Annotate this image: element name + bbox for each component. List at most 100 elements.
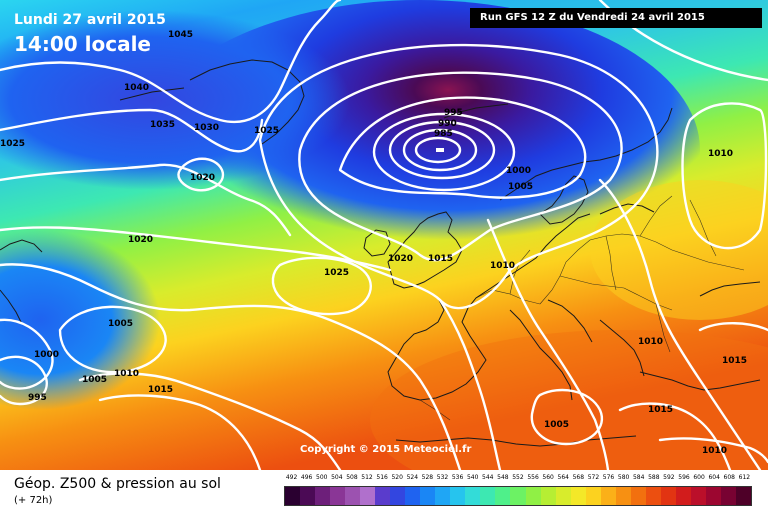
color-scale-swatch [690, 487, 706, 505]
color-scale-label: 560 [542, 474, 554, 481]
isobar-label: 990 [438, 119, 457, 129]
isobar-label: 1020 [190, 173, 215, 183]
isobar-label: 1010 [114, 369, 139, 379]
color-scale-label: 516 [376, 474, 388, 481]
color-scale-swatch [585, 487, 601, 505]
color-scale-label: 536 [451, 474, 464, 481]
atlantic-low-shading [0, 230, 160, 410]
map-caption: Géop. Z500 & pression au sol [14, 476, 221, 492]
color-scale-swatch [600, 487, 616, 505]
isobar-label: 1025 [324, 268, 349, 278]
color-scale-swatch [450, 487, 466, 505]
isobar-label: 1045 [168, 30, 193, 40]
color-scale-swatch [285, 487, 301, 505]
isobar-label: 1025 [0, 139, 25, 149]
color-scale-label: 524 [406, 474, 419, 481]
color-scale-legend: 492 496 500 504 508 512 516 520 524 528 532 536 540 5… [284, 472, 752, 510]
color-scale-swatch [675, 487, 691, 505]
color-scale-swatch [375, 487, 391, 505]
isobar-label: 1025 [254, 126, 279, 136]
forecast-time: 14:00 locale [14, 32, 151, 56]
color-scale-swatch [630, 487, 646, 505]
isobar-label: 1040 [124, 83, 149, 93]
greenland-trough-shading [0, 10, 350, 190]
isobar-label: 1015 [722, 356, 747, 366]
color-scale-label: 568 [572, 474, 585, 481]
isobar-label: 1010 [708, 149, 733, 159]
color-scale-swatch [705, 487, 721, 505]
color-scale-label: 496 [300, 474, 313, 481]
color-scale-label: 552 [512, 474, 524, 481]
color-scale-swatch [495, 487, 511, 505]
lead-time: (+ 72h) [14, 495, 53, 506]
color-scale-label: 572 [587, 474, 600, 481]
color-scale-swatch [345, 487, 361, 505]
coastlines [0, 59, 761, 447]
isobar-label: 1000 [34, 350, 59, 360]
color-scale-swatch [480, 487, 496, 505]
color-scale-label: 584 [632, 474, 645, 481]
color-scale-label: 580 [617, 474, 630, 481]
isobar-label: 1010 [638, 337, 663, 347]
color-scale-label: 588 [648, 474, 660, 481]
color-scale-swatch [510, 487, 526, 505]
color-scale-swatch [330, 487, 346, 505]
color-scale-swatch [390, 487, 406, 505]
isobar-label: 1005 [544, 420, 569, 430]
isobar-label: 1005 [82, 375, 107, 385]
isobar-label-layer: 1045 1040 1035 1030 1025 1025 1020 1020 … [0, 30, 747, 456]
color-scale-swatch [315, 487, 331, 505]
isobars [0, 0, 768, 470]
isobar-label: 995 [444, 108, 463, 118]
country-borders [419, 195, 745, 421]
isobar-label: 995 [28, 393, 47, 403]
isobar-label: 1010 [490, 261, 515, 271]
color-scale-swatch [465, 487, 481, 505]
color-scale-label: 492 [285, 474, 298, 481]
color-scale-swatch [360, 487, 376, 505]
isobar-label: 985 [434, 129, 453, 139]
color-scale-swatches [284, 486, 752, 506]
isobar-label: 1005 [508, 182, 533, 192]
low-center-marker [436, 148, 444, 152]
color-scale-swatch [420, 487, 436, 505]
color-scale-label: 544 [482, 474, 494, 481]
color-scale-swatch [525, 487, 541, 505]
color-scale-label: 508 [346, 474, 358, 481]
color-scale-label: 556 [527, 474, 539, 481]
color-scale-labels: 492 496 500 504 508 512 516 520 524 528 532 536 540 5… [284, 472, 752, 484]
color-scale-label: 576 [602, 474, 615, 481]
isobar-label: 1015 [648, 405, 673, 415]
color-scale-label: 600 [693, 474, 705, 481]
isobar-label: 1020 [388, 254, 413, 264]
color-scale-label: 528 [421, 474, 434, 481]
color-scale-label: 604 [708, 474, 720, 481]
isobar-label: 1000 [506, 166, 531, 176]
isobar-label: 1015 [148, 385, 173, 395]
map-canvas: 1045 1040 1035 1030 1025 1025 1020 1020 … [0, 0, 768, 470]
color-scale-swatch [735, 487, 751, 505]
color-scale-label: 500 [316, 474, 328, 481]
color-scale-swatch [615, 487, 631, 505]
subtropical-ridge-shading [370, 330, 768, 470]
color-scale-swatch [720, 487, 736, 505]
color-scale-swatch [435, 487, 451, 505]
color-scale-label: 520 [391, 474, 403, 481]
color-scale-swatch [540, 487, 556, 505]
isobar-label: 1010 [702, 446, 727, 456]
map-footer: Géop. Z500 & pression au sol (+ 72h) 492… [0, 470, 768, 512]
copyright-notice: Copyright © 2015 Meteociel.fr [300, 444, 472, 455]
color-scale-label: 540 [466, 474, 479, 481]
color-scale-label: 596 [678, 474, 690, 481]
isobar-label: 1020 [128, 235, 153, 245]
color-scale-swatch [645, 487, 661, 505]
isobar-label: 1005 [108, 319, 133, 329]
color-scale-swatch [300, 487, 316, 505]
eastern-ridge-shading [590, 180, 768, 320]
color-scale-label: 608 [723, 474, 735, 481]
color-scale-swatch [660, 487, 676, 505]
color-scale-label: 564 [557, 474, 569, 481]
color-scale-swatch [570, 487, 586, 505]
weather-map: 1045 1040 1035 1030 1025 1025 1020 1020 … [0, 0, 768, 470]
